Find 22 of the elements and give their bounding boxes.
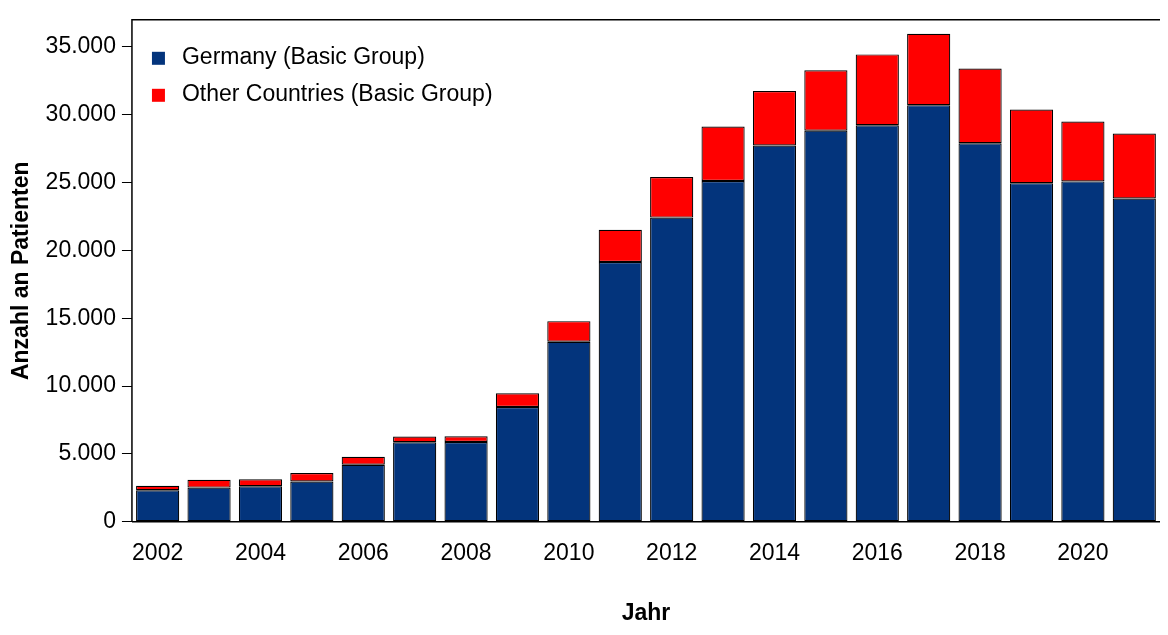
y-tick-label: 20.000 [45,235,116,262]
y-axis-title: Anzahl an Patienten [7,161,34,381]
x-tick-label: 2006 [337,538,389,565]
x-axis-title: Jahr [621,598,671,625]
x-tick-label: 2008 [440,538,492,565]
x-tick-label: 2020 [1057,538,1109,565]
x-tick-label: 2004 [234,538,287,565]
y-tick-label: 0 [103,507,116,534]
y-tick-label: 5.000 [58,439,116,466]
x-tick-label: 2010 [543,538,595,565]
y-tick-label: 10.000 [45,371,116,398]
legend-label: Germany (Basic Group) [181,43,425,70]
x-tick-label: 2018 [954,538,1006,565]
y-tick-label: 30.000 [45,100,116,127]
y-tick-label: 15.000 [45,303,116,330]
y-tick-label: 25.000 [45,167,116,194]
x-tick-label: 2012 [646,538,698,565]
legend-label: Other Countries (Basic Group) [181,80,493,107]
x-tick-label: 2002 [132,538,184,565]
x-tick-label: 2016 [851,538,903,565]
y-tick-label: 35.000 [45,32,116,59]
x-tick-label: 2014 [748,538,801,565]
